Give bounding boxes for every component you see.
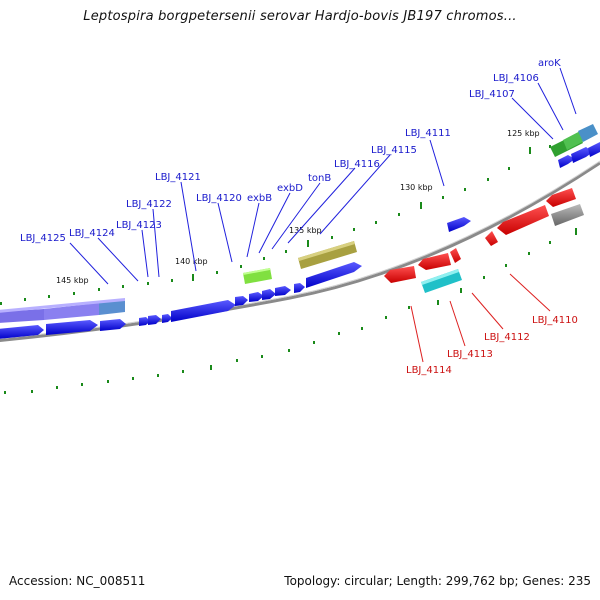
gene-label-LBJ_4111: LBJ_4111	[405, 128, 451, 139]
gene-label-LBJ_4106: LBJ_4106	[493, 73, 539, 84]
gene-label-LBJ_4124: LBJ_4124	[69, 228, 115, 239]
label-leader-lines-red	[410, 273, 551, 363]
gene-label-LBJ_4116: LBJ_4116	[334, 159, 380, 170]
feature-band-purple	[0, 298, 125, 323]
accession-label: Accession: NC_008511	[9, 574, 146, 588]
feature-green-right	[550, 124, 598, 157]
forward-cds-right	[558, 142, 600, 168]
forward-cds-left	[0, 217, 471, 339]
feature-green-small	[243, 268, 272, 284]
genome-stats-label: Topology: circular; Length: 299,762 bp; …	[284, 574, 591, 588]
feature-olive	[298, 241, 357, 269]
gene-label-LBJ_4107: LBJ_4107	[469, 89, 515, 100]
gene-label-LBJ_4115: LBJ_4115	[371, 145, 417, 156]
feature-cyan	[421, 269, 462, 293]
gene-label-LBJ_4120: LBJ_4120	[196, 193, 242, 204]
map-title: Leptospira borgpetersenii serovar Hardjo…	[83, 9, 517, 24]
gene-label-LBJ_4125: LBJ_4125	[20, 233, 66, 244]
scale-label-135: 135 kbp	[289, 226, 322, 235]
gene-label-LBJ_4114: LBJ_4114	[406, 365, 452, 376]
scale-label-145: 145 kbp	[56, 276, 89, 285]
scale-label-125: 125 kbp	[507, 129, 540, 138]
feature-grey	[551, 204, 584, 226]
gene-label-LBJ_4113: LBJ_4113	[447, 349, 493, 360]
gene-label-aroK: aroK	[538, 58, 561, 69]
gene-label-exbD: exbD	[277, 183, 303, 194]
gene-label-LBJ_4110: LBJ_4110	[532, 315, 578, 326]
scale-label-130: 130 kbp	[400, 183, 433, 192]
gene-label-LBJ_4121: LBJ_4121	[155, 172, 201, 183]
gene-label-exbB: exbB	[247, 193, 272, 204]
inner-scale-ticks	[4, 228, 577, 394]
gene-label-LBJ_4122: LBJ_4122	[126, 199, 172, 210]
scale-label-140: 140 kbp	[175, 257, 208, 266]
gene-label-LBJ_4112: LBJ_4112	[484, 332, 530, 343]
reverse-cds	[384, 188, 576, 283]
gene-label-LBJ_4123: LBJ_4123	[116, 220, 162, 231]
gene-label-tonB: tonB	[308, 173, 331, 184]
label-leader-lines	[69, 67, 577, 285]
outer-scale-ticks	[0, 145, 551, 305]
